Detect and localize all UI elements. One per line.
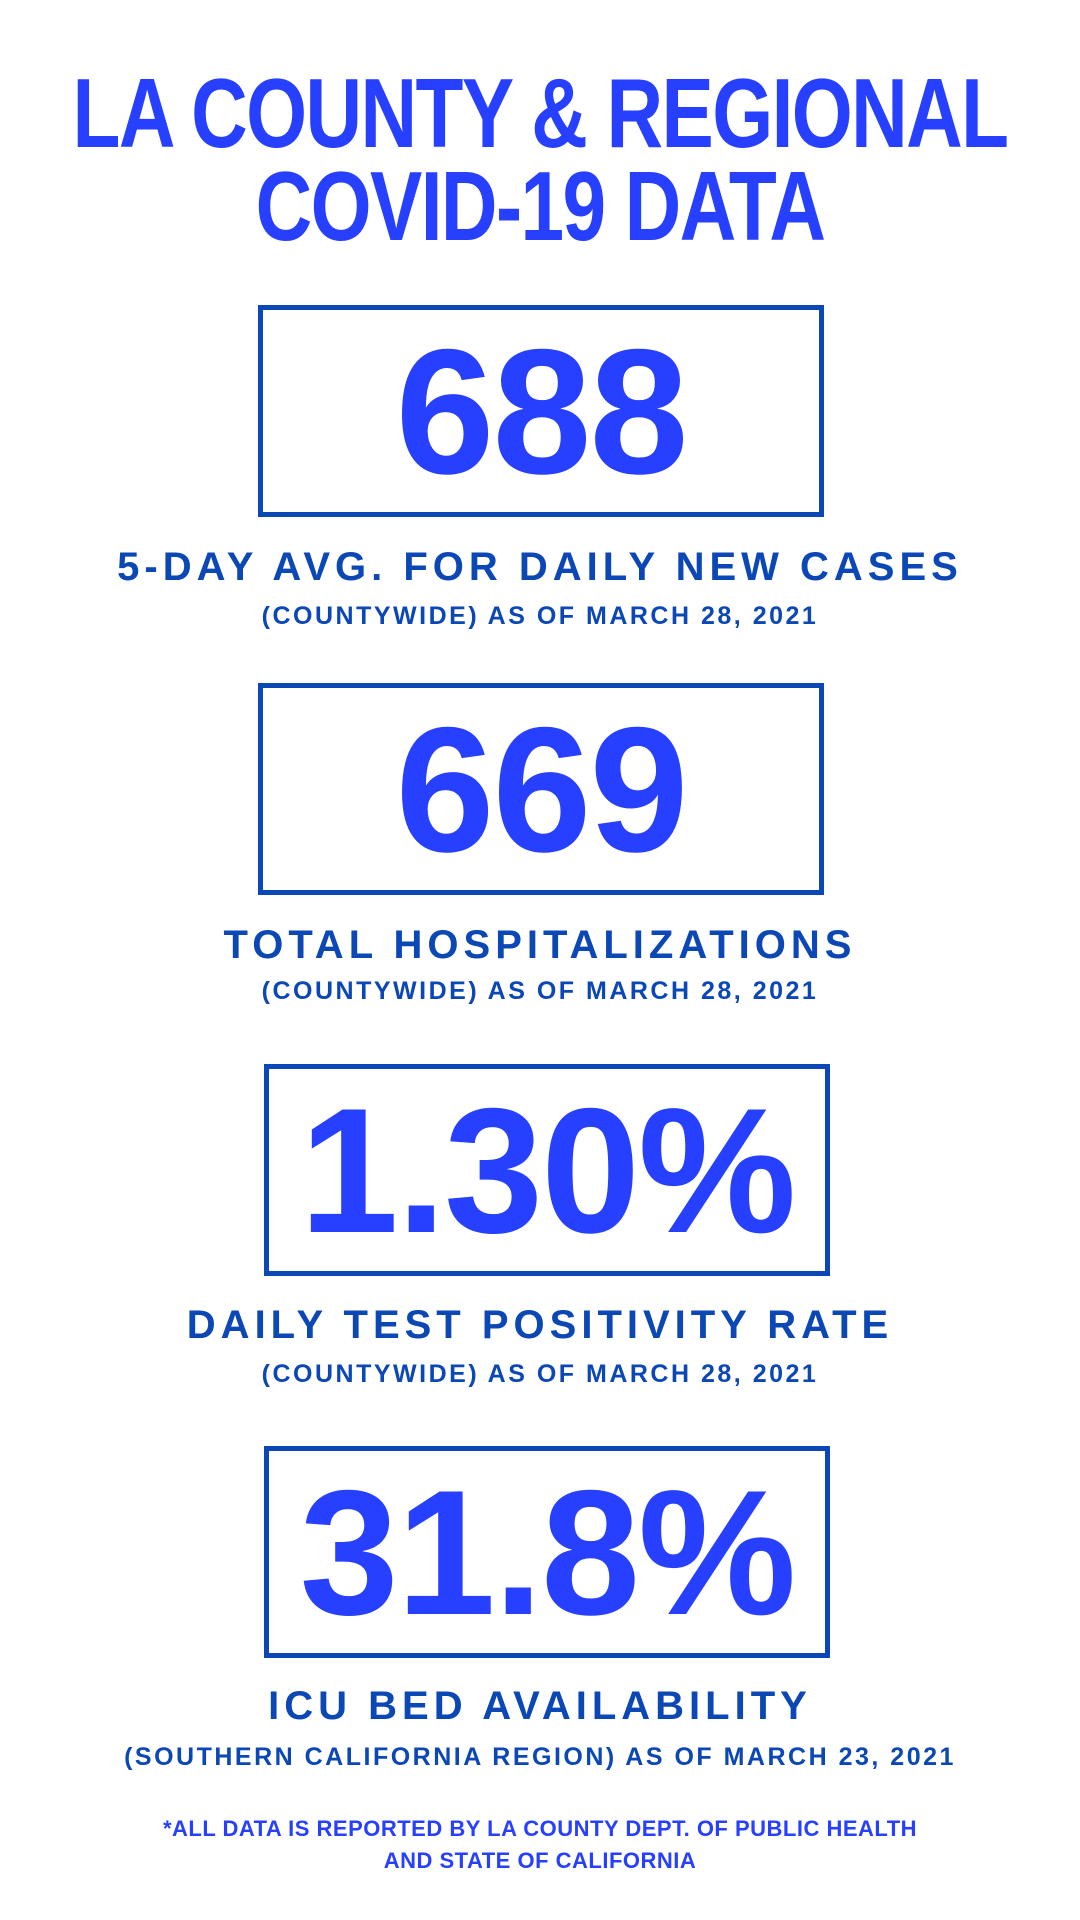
stat-sub-new-cases: (COUNTYWIDE) AS OF MARCH 28, 2021 <box>261 602 819 630</box>
page-title-line-2: COVID-19 DATA <box>255 151 826 261</box>
footer-note-line-2: AND STATE OF CALIFORNIA <box>383 1848 697 1873</box>
stat-value-new-cases: 688 <box>258 305 824 517</box>
stat-label-icu-availability: ICU BED AVAILABILITY <box>268 1684 812 1728</box>
stat-value-positivity-rate: 1.30% <box>264 1064 830 1276</box>
stat-label-positivity-rate: DAILY TEST POSITIVITY RATE <box>186 1303 894 1347</box>
stat-sub-icu-availability: (SOUTHERN CALIFORNIA REGION) AS OF MARCH… <box>124 1743 956 1771</box>
page-title-line-1: LA COUNTY & REGIONAL <box>72 58 1010 168</box>
stat-sub-positivity-rate: (COUNTYWIDE) AS OF MARCH 28, 2021 <box>261 1360 819 1388</box>
footer-note-line-1: *ALL DATA IS REPORTED BY LA COUNTY DEPT.… <box>162 1816 918 1841</box>
stat-value-icu-availability: 31.8% <box>264 1446 830 1658</box>
stat-label-hospitalizations: TOTAL HOSPITALIZATIONS <box>223 923 857 967</box>
stat-label-new-cases: 5-DAY AVG. FOR DAILY NEW CASES <box>117 545 963 589</box>
stat-sub-hospitalizations: (COUNTYWIDE) AS OF MARCH 28, 2021 <box>261 977 819 1005</box>
stat-value-hospitalizations: 669 <box>258 683 824 895</box>
